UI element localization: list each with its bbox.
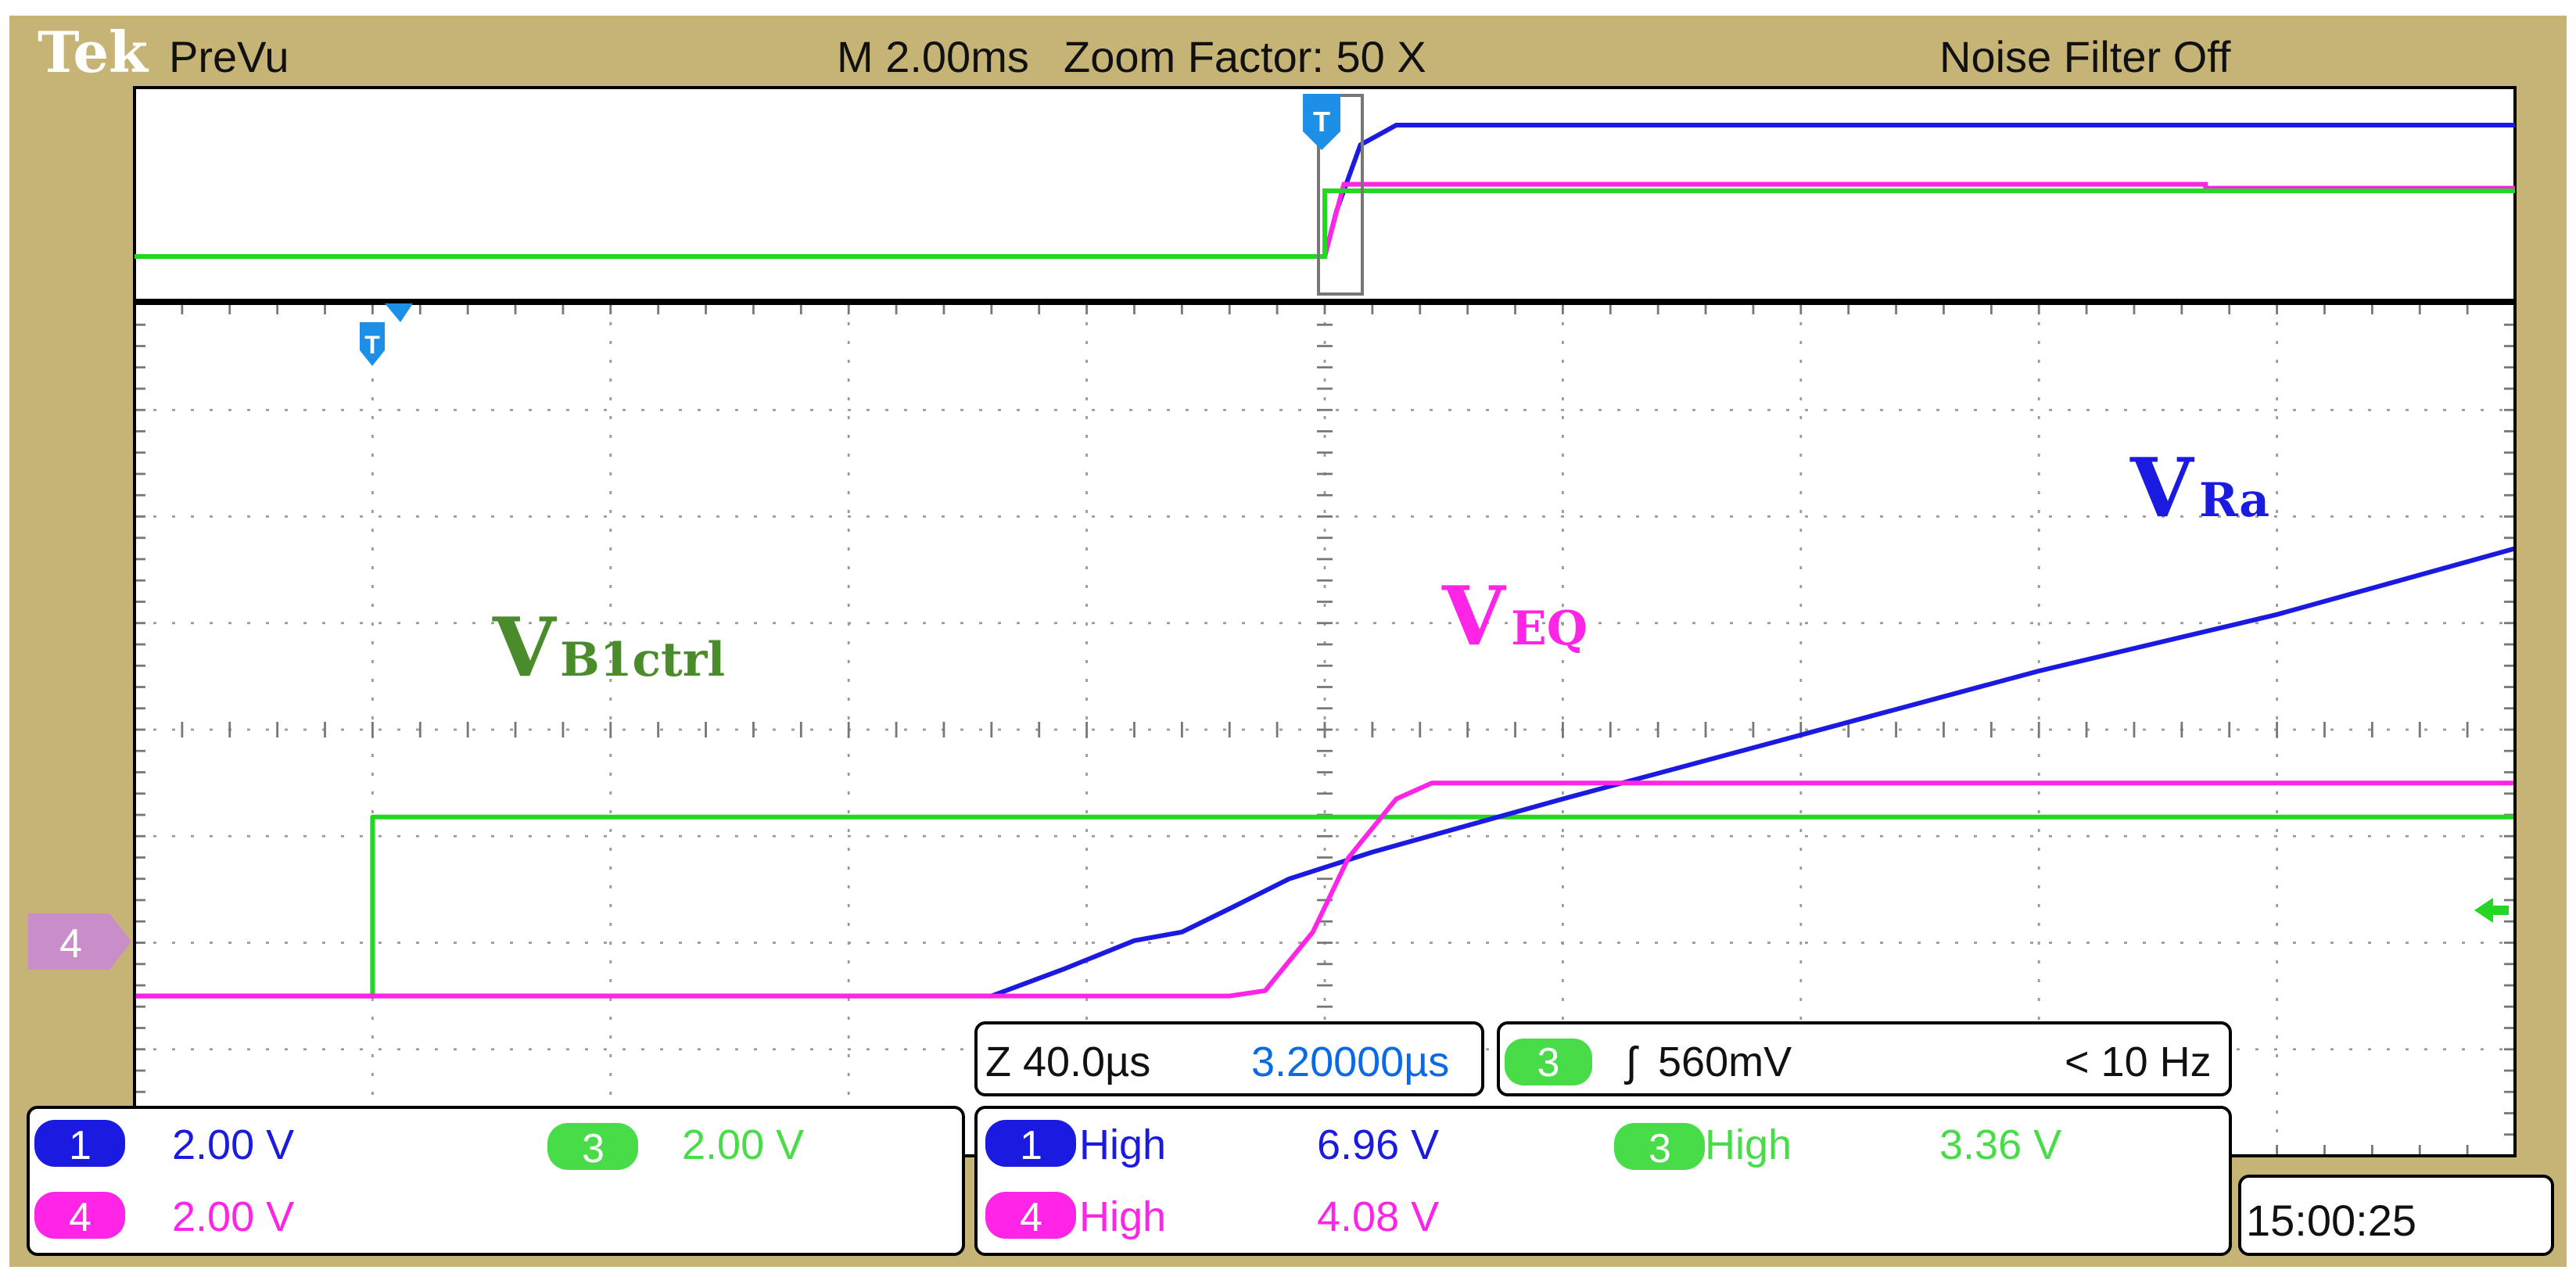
measurement-box[interactable]: 1 High 6.96 V 3 High 3.36 V 4 High 4.08 … xyxy=(974,1106,2232,1256)
noise-filter-label: Noise Filter Off xyxy=(1939,32,2231,81)
svg-text:Ra: Ra xyxy=(2199,473,2269,528)
channel-scale-box[interactable]: 1 2.00 V 3 2.00 V 4 2.00 V xyxy=(27,1106,965,1256)
trigger-slope-icon: ʃ xyxy=(1623,1039,1639,1085)
zoom-time-per-div: Z 40.0µs xyxy=(985,1039,1150,1085)
trace-vra xyxy=(135,546,2516,999)
svg-text:High: High xyxy=(1079,1193,1166,1240)
ch3-scale[interactable]: 3 2.00 V xyxy=(547,1121,804,1171)
label-veq: V EQ xyxy=(1441,568,1588,664)
svg-text:4: 4 xyxy=(59,921,82,967)
meas-ch4-high: 4 High 4.08 V xyxy=(985,1192,1439,1240)
svg-text:B1ctrl: B1ctrl xyxy=(560,633,725,687)
zoom-readout-box[interactable]: Z 40.0µs 3.20000µs xyxy=(974,1021,1484,1096)
zoom-factor-label: Zoom Factor: 50 X xyxy=(1064,32,1426,81)
svg-text:V: V xyxy=(2129,439,2195,536)
svg-text:4: 4 xyxy=(1020,1195,1042,1240)
svg-text:T: T xyxy=(1313,106,1330,138)
trigger-source-badge xyxy=(1505,1039,1592,1085)
label-vb1ctrl: V B1ctrl xyxy=(492,599,725,695)
meas-ch1-high: 1 High 6.96 V xyxy=(985,1120,1439,1168)
trigger-level: 560mV xyxy=(1658,1039,1792,1085)
ch3-offscreen-indicator xyxy=(2474,898,2509,923)
main-graticule[interactable]: T xyxy=(133,302,2517,1157)
svg-text:6.96 V: 6.96 V xyxy=(1317,1121,1439,1168)
svg-text:V: V xyxy=(1441,568,1507,664)
svg-text:1: 1 xyxy=(1020,1123,1042,1168)
svg-text:2.00 V: 2.00 V xyxy=(682,1121,804,1168)
svg-text:2.00 V: 2.00 V xyxy=(172,1193,294,1240)
mode-label: PreVu xyxy=(169,32,289,81)
svg-text:4.08 V: 4.08 V xyxy=(1317,1193,1439,1240)
trigger-frequency: < 10 Hz xyxy=(2065,1039,2212,1085)
svg-text:1: 1 xyxy=(69,1123,91,1168)
preview-trace-vb1ctrl xyxy=(135,188,2515,259)
clock-box: 15:00:25 xyxy=(2238,1175,2554,1256)
svg-text:T: T xyxy=(364,331,380,359)
ch1-scale[interactable]: 1 2.00 V xyxy=(34,1120,294,1168)
svg-text:High: High xyxy=(1079,1121,1166,1168)
main-trigger-marker[interactable]: T xyxy=(360,303,413,366)
svg-text:2.00 V: 2.00 V xyxy=(172,1121,294,1168)
zoom-position: 3.20000µs xyxy=(1251,1039,1449,1085)
svg-text:3.36 V: 3.36 V xyxy=(1939,1121,2061,1168)
preview-strip[interactable]: T xyxy=(133,86,2517,302)
svg-text:V: V xyxy=(492,599,558,695)
svg-text:3: 3 xyxy=(582,1126,605,1171)
svg-text:High: High xyxy=(1705,1121,1792,1168)
ch4-scale[interactable]: 4 2.00 V xyxy=(34,1192,294,1240)
svg-text:3: 3 xyxy=(1537,1040,1560,1085)
ground-marker-ch4[interactable]: 4 xyxy=(28,913,131,970)
timebase-label: M 2.00ms xyxy=(837,32,1029,81)
trigger-readout-box[interactable]: 3 ʃ 560mV < 10 Hz xyxy=(1497,1021,2232,1096)
label-vra: V Ra xyxy=(2129,439,2269,536)
svg-text:15:00:25: 15:00:25 xyxy=(2246,1196,2416,1245)
trace-veq xyxy=(135,780,2515,999)
preview-trigger-marker[interactable]: T xyxy=(1303,94,1340,150)
svg-text:3: 3 xyxy=(1649,1126,1671,1171)
brand-logo: Tek xyxy=(38,19,149,85)
meas-ch3-high: 3 High 3.36 V xyxy=(1614,1121,2061,1171)
svg-text:4: 4 xyxy=(69,1195,91,1240)
svg-text:EQ: EQ xyxy=(1511,601,1588,656)
